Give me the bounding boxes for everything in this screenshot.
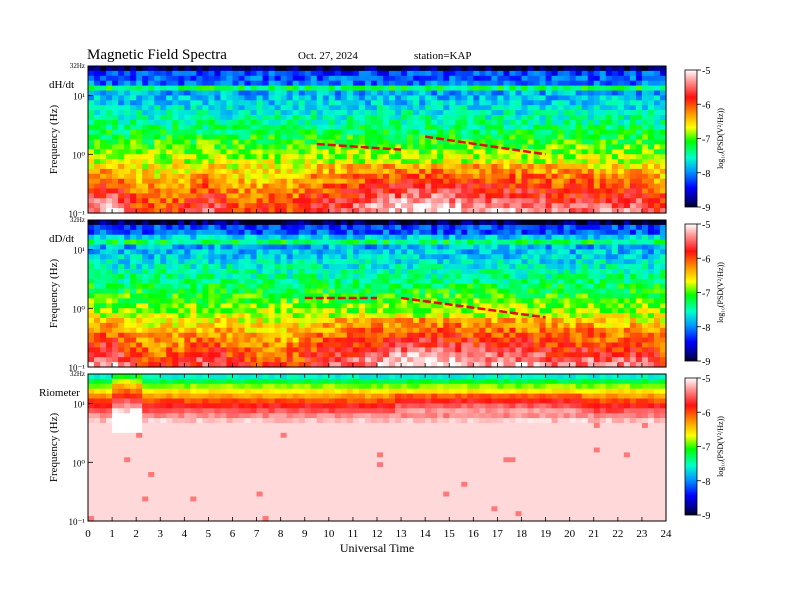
x-tick-label: 3 (158, 528, 164, 540)
x-tick-label: 6 (230, 528, 236, 540)
x-tick-label: 11 (348, 528, 359, 540)
colorbar-tick-label: -7 (702, 443, 710, 454)
colorbar-tick-label: -8 (702, 323, 710, 334)
x-tick-label: 0 (85, 528, 91, 540)
colorbar-tick-label: -6 (702, 100, 710, 111)
spectrogram-cells (88, 374, 667, 522)
colorbar (684, 377, 698, 516)
y-tick-label: 10⁻¹ (69, 363, 86, 373)
x-tick-label: 8 (278, 528, 284, 540)
y-tick-label: 10¹ (73, 246, 85, 256)
x-tick-label: 7 (254, 528, 260, 540)
date-label: Oct. 27, 2024 (298, 50, 358, 62)
colorbar-tick-label: -9 (702, 203, 710, 214)
x-axis-label: Universal Time (340, 541, 414, 555)
x-tick-label: 9 (302, 528, 308, 540)
x-tick-label: 2 (133, 528, 139, 540)
y-tick-label: 10¹ (73, 92, 85, 102)
y-tick-label: 32Hz (70, 216, 85, 224)
pc1-band-line (424, 135, 546, 156)
x-tick-label: 1 (109, 528, 115, 540)
colorbar-tick-label: -7 (702, 289, 710, 300)
x-tick-label: 15 (444, 528, 456, 540)
colorbar (684, 69, 698, 208)
colorbar-tick-label: -5 (702, 374, 710, 385)
spectrogram-panel: Riometer Frequency (Hz) 10⁻¹ 10⁰ 10¹ 32Hz -5 -6… (39, 370, 725, 527)
x-tick-label: 13 (396, 528, 408, 540)
y-tick-label: 10⁰ (72, 150, 85, 160)
pc1-band-line (316, 142, 402, 151)
y-tick-label: 10⁰ (72, 458, 85, 468)
figure-title: Magnetic Field Spectra (87, 47, 227, 63)
pc1-band-line (400, 296, 546, 319)
y-axis-label: Frequency (Hz) (48, 259, 60, 329)
y-tick-label: 10¹ (73, 400, 85, 410)
colorbar-label: log₁₀(PSD(V²/Hz)) (716, 416, 725, 477)
x-tick-label: 24 (661, 528, 673, 540)
x-tick-label: 21 (588, 528, 599, 540)
colorbar-tick-label: -9 (702, 511, 710, 522)
x-tick-labels: 0 1 2 3 4 5 6 7 8 9 10 11 12 13 14 15 16 17 18 19 20 21 22 23 24 (85, 528, 672, 540)
spectrogram-cells (88, 66, 667, 214)
x-tick-label: 14 (420, 528, 432, 540)
x-tick-label: 17 (492, 528, 504, 540)
colorbar-tick-label: -7 (702, 135, 710, 146)
panel-label: dD/dt (49, 233, 74, 245)
colorbar (684, 223, 698, 362)
colorbar-tick-label: -9 (702, 357, 710, 368)
panels: dH/dt Frequency (Hz) 10⁻¹ 10⁰ 10¹ 32Hz -5 -6 -7 -… (39, 62, 725, 527)
y-tick-label: 32Hz (70, 370, 85, 378)
x-tick-label: 5 (206, 528, 212, 540)
spectrogram-panel: dH/dt Frequency (Hz) 10⁻¹ 10⁰ 10¹ 32Hz -5 -6 -7 -… (48, 62, 725, 219)
x-tick-label: 19 (540, 528, 552, 540)
panel-label: dH/dt (49, 79, 74, 91)
y-axis-label: Frequency (Hz) (48, 105, 60, 175)
x-tick-label: 22 (612, 528, 623, 540)
y-tick-label: 32Hz (70, 62, 85, 70)
spectrogram-panel: dD/dt Frequency (Hz) 10⁻¹ 10⁰ 10¹ 32Hz -5 -6 -7 -… (48, 216, 725, 373)
y-tick-label: 10⁻¹ (69, 517, 86, 527)
y-axis-label: Frequency (Hz) (48, 413, 60, 483)
panel-label: Riometer (39, 387, 80, 399)
colorbar-tick-label: -6 (702, 254, 710, 265)
colorbar-tick-label: -5 (702, 220, 710, 231)
x-tick-label: 16 (468, 528, 480, 540)
x-tick-label: 12 (372, 528, 383, 540)
x-tick-label: 23 (636, 528, 648, 540)
y-tick-label: 10⁻¹ (69, 209, 86, 219)
colorbar-label: log₁₀(PSD(V²/Hz)) (716, 108, 725, 169)
x-tick-label: 20 (564, 528, 576, 540)
y-tick-label: 10⁰ (72, 304, 85, 314)
colorbar-tick-label: -5 (702, 66, 710, 77)
spectrogram-cells (88, 220, 667, 368)
station-label: station=KAP (414, 50, 472, 62)
x-tick-label: 18 (516, 528, 528, 540)
colorbar-tick-label: -6 (702, 408, 710, 419)
colorbar-label: log₁₀(PSD(V²/Hz)) (716, 262, 725, 323)
colorbar-tick-label: -8 (702, 169, 710, 180)
x-tick-label: 4 (182, 528, 188, 540)
x-tick-label: 10 (323, 528, 335, 540)
colorbar-tick-label: -8 (702, 477, 710, 488)
